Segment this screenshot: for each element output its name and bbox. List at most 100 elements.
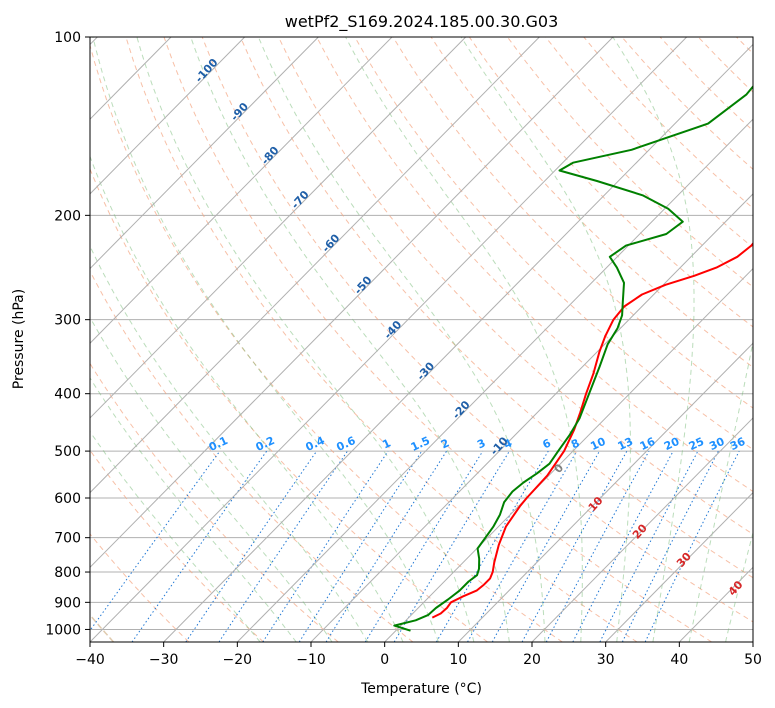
y-tick-label: 500 [54,444,81,460]
profiles [393,85,753,632]
x-tick-label: 50 [744,652,762,668]
dry-adiabat [430,37,753,368]
x-axis: −40 −30 −20 −10 0 10 20 30 40 50 [75,642,762,668]
dry-adiabat [90,167,488,642]
moist-adiabat [90,430,261,642]
mixing-ratio-line [185,450,318,642]
mixing-ratio-line [364,450,484,642]
mixing-ratio-label: 25 [687,435,706,453]
skewed-isotherms [90,37,753,642]
isotherm [384,267,753,642]
x-tick-label: −20 [223,652,253,668]
isotherm [457,342,753,642]
mixing-ratio-line [644,450,740,642]
mixing-ratio-line [545,450,650,642]
moist-adiabat [90,155,404,642]
y-tick-label: 300 [54,313,81,329]
y-tick-label: 700 [54,531,81,547]
dry-adiabat [316,37,753,493]
dry-adiabat [468,37,753,328]
moist-adiabat [136,37,475,642]
dry-adiabat [545,37,753,249]
y-tick-label: 400 [54,387,81,403]
isotherm-label: -50 [352,273,375,297]
dry-adiabat [90,533,190,642]
mixing-ratio-lines [90,450,740,642]
dry-adiabat [90,449,264,642]
isotherm [90,37,614,569]
plot-area: 0.1 0.2 0.4 0.6 1 1.5 2 3 4 6 8 10 13 16 20 25 30 36-100-… [90,37,753,642]
x-tick-label: −40 [75,652,105,668]
dry-adiabat [90,362,339,642]
y-tick-label: 100 [54,30,81,46]
moist-adiabat-label: 40 [726,578,746,598]
dry-adiabat [125,37,638,642]
isotherm-label: -20 [450,398,473,422]
dry-adiabat [90,270,414,642]
mixing-ratio-label: 30 [707,435,727,453]
y-axis-label: Pressure (hPa) [11,289,27,389]
y-tick-label: 200 [54,208,81,224]
moist-adiabat-label: 20 [630,521,650,541]
isotherm [90,37,540,494]
mixing-ratio-label: 3 [475,436,487,451]
y-axis: 100 200 300 400 500 600 700 800 900 1000 [45,30,90,638]
isotherm [752,641,753,642]
mixing-ratio-line [90,450,221,632]
x-tick-label: −30 [149,652,179,668]
moist-adiabat [257,37,546,642]
isotherm-label: -80 [259,144,282,168]
mixing-ratio-label: 16 [638,435,658,453]
isotherm-label: -60 [319,231,342,255]
isotherm-label: -100 [193,56,221,85]
dry-adiabat [90,43,563,642]
moist-adiabat [688,339,753,642]
mixing-ratio-line [572,450,674,642]
mixing-ratio-line [298,450,423,642]
moist-adiabat-label: 0 [551,461,566,476]
mixing-ratio-line [491,450,600,642]
x-tick-label: −10 [296,652,326,668]
isotherm [90,37,467,419]
dewpoint-profile [393,85,753,632]
temperature-profile [431,242,753,619]
mixing-ratio-label: 6 [541,436,554,451]
dry-adiabat [163,37,712,642]
dry-adiabats [90,37,753,642]
mixing-ratio-line [435,450,549,642]
plot-frame [89,36,754,643]
moist-adiabat [92,37,439,642]
mixing-ratio-label: 2 [439,436,451,451]
mixing-ratio-label: 1 [380,436,392,451]
dry-adiabat [697,37,753,93]
moist-adiabat [90,316,333,642]
isotherm [90,37,393,344]
isotherm [163,43,753,642]
mixing-ratio-line [621,450,719,642]
mixing-ratio-line [325,450,448,642]
isotherm [310,193,753,642]
isotherm [90,37,246,195]
x-tick-label: 10 [449,652,467,668]
x-tick-label: 30 [597,652,615,668]
dry-adiabat [583,37,753,209]
isotherm [531,417,753,642]
x-tick-label: 20 [523,652,541,668]
isotherm [90,37,688,642]
isotherm [90,37,319,270]
mixing-ratio-label: 10 [588,435,608,453]
moist-adiabat [345,37,583,642]
x-axis-label: Temperature (°C) [360,681,482,697]
isopleth-labels: 0.1 0.2 0.4 0.6 1 1.5 2 3 4 6 8 10 13 16 20 25 30 36-100-… [193,56,748,599]
mixing-ratio-label: 36 [728,435,748,453]
y-tick-label: 600 [54,491,81,507]
dry-adiabat [659,37,753,132]
mixing-ratio-line [218,450,348,642]
dry-adiabat [736,37,753,55]
mixing-ratio-line [262,450,389,642]
isotherm [236,118,753,642]
moist-adiabat [460,37,631,642]
y-tick-label: 1000 [45,622,81,638]
chart-title: wetPf2_S169.2024.185.00.30.G03 [285,12,559,32]
